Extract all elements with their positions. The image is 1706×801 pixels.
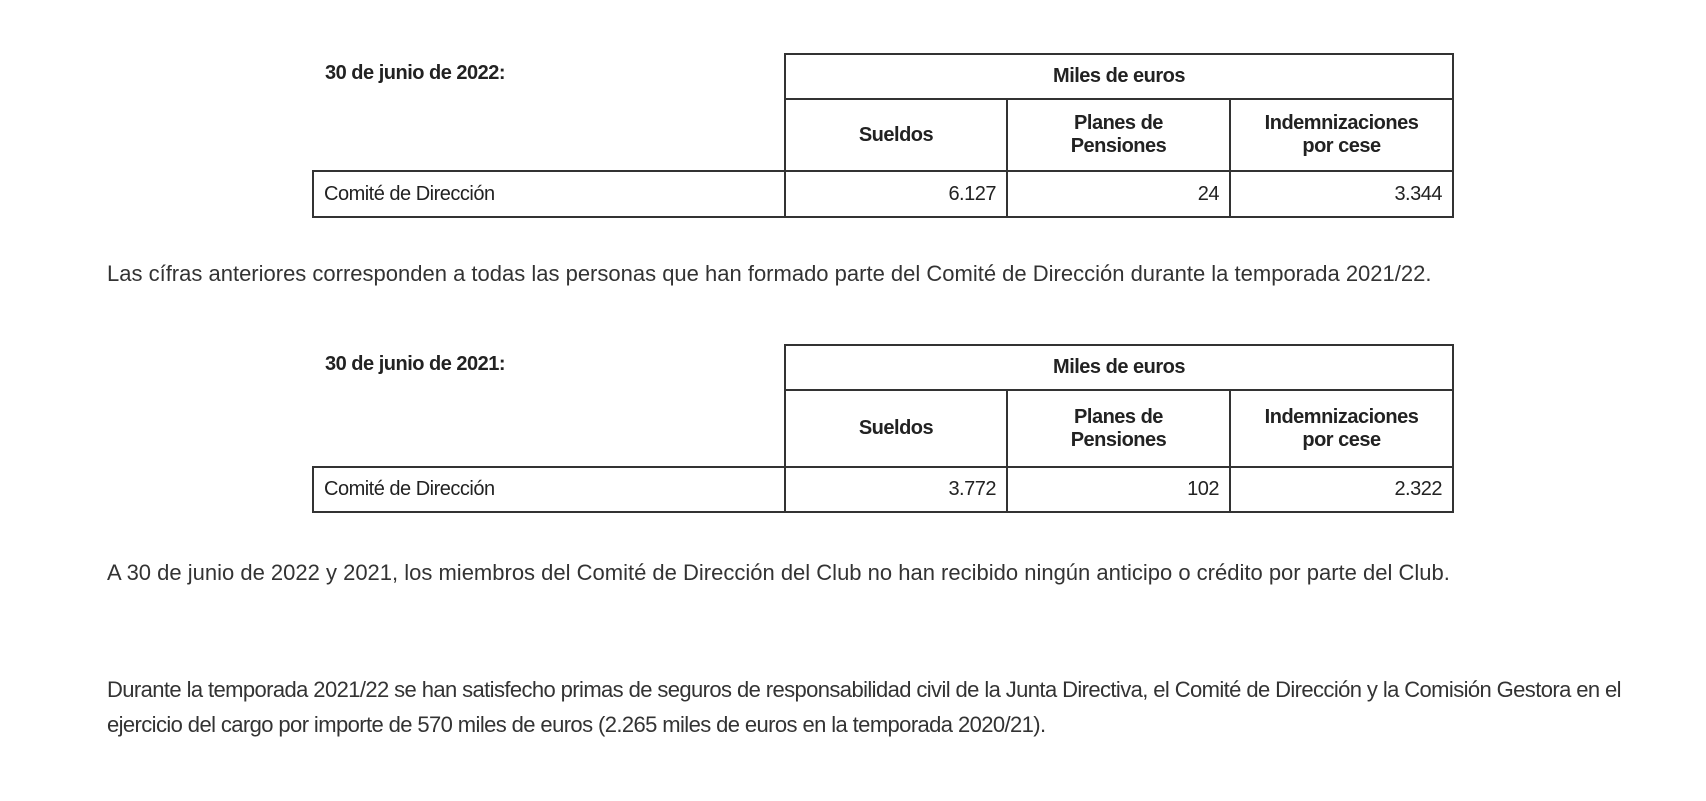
- cell: 2.322: [1229, 466, 1454, 513]
- cell: 3.772: [784, 466, 1008, 513]
- column-header: Indemnizaciones por cese: [1229, 389, 1454, 468]
- column-header: Planes de Pensiones: [1006, 98, 1231, 172]
- table: 30 de junio de 2021: Miles de euros Suel…: [312, 344, 1454, 513]
- cell: 24: [1006, 170, 1231, 218]
- cell: 3.344: [1229, 170, 1454, 218]
- cell: 102: [1006, 466, 1231, 513]
- table: 30 de junio de 2022: Miles de euros Suel…: [312, 53, 1454, 218]
- column-header: Sueldos: [784, 98, 1008, 172]
- row-label: Comité de Dirección: [312, 466, 786, 513]
- column-header: Indemnizaciones por cese: [1229, 98, 1454, 172]
- paragraph: Durante la temporada 2021/22 se han sati…: [107, 677, 1622, 737]
- table-label: 30 de junio de 2022:: [325, 62, 506, 84]
- paragraph: A 30 de junio de 2022 y 2021, los miembr…: [107, 560, 1450, 585]
- paragraph: Las cífras anteriores corresponden a tod…: [107, 261, 1432, 286]
- column-header: Planes de Pensiones: [1006, 389, 1231, 468]
- group-header: Miles de euros: [784, 344, 1454, 391]
- row-label: Comité de Dirección: [312, 170, 786, 218]
- group-header: Miles de euros: [784, 53, 1454, 100]
- cell: 6.127: [784, 170, 1008, 218]
- column-header: Sueldos: [784, 389, 1008, 468]
- table-label: 30 de junio de 2021:: [325, 353, 506, 375]
